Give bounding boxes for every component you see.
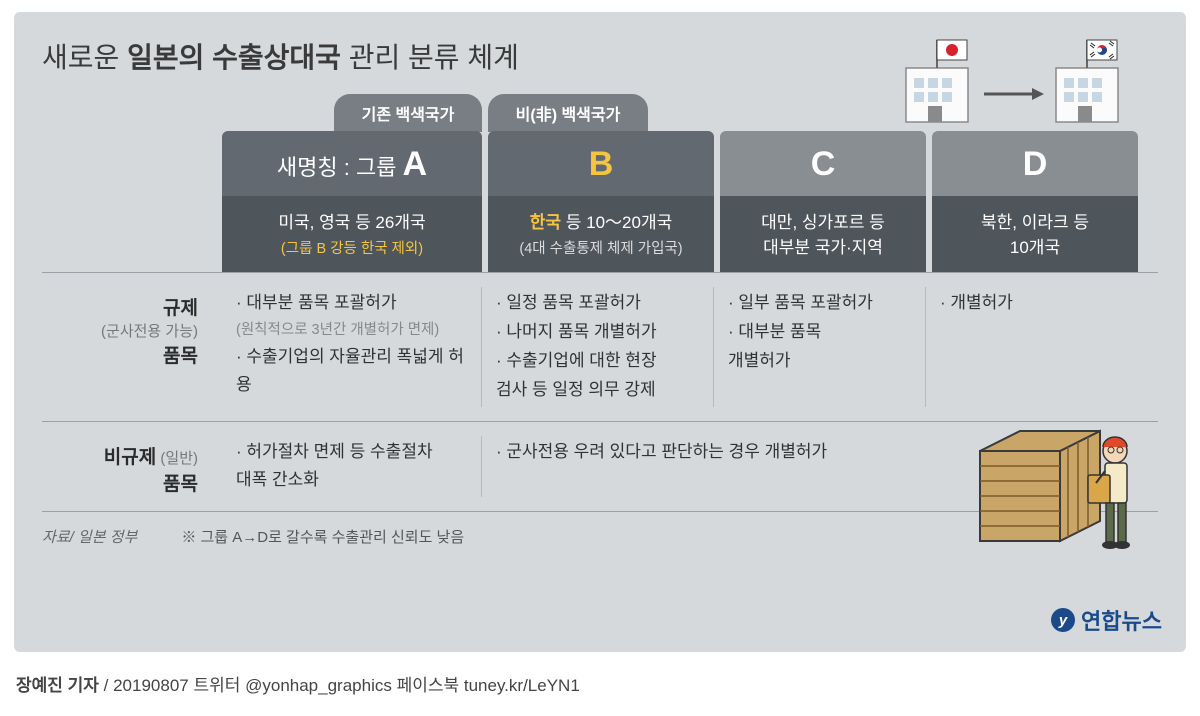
row2-label: 비규제 (일반) 품목 — [42, 436, 222, 498]
r1a1: · 대부분 품목 포괄허가 — [236, 289, 471, 318]
row1-t1b: 품목 — [163, 346, 198, 367]
tab-whitelist: 기존 백색국가 — [334, 94, 482, 132]
header-d-letter: D — [1023, 145, 1048, 183]
sub-d: 북한, 이라크 등 10개국 — [932, 196, 1138, 272]
sub-b: 한국 등 10～20개국 (4대 수출통제 체제 가입국) — [488, 196, 714, 272]
sub-b-line1: 한국 등 10～20개국 — [496, 208, 706, 233]
header-group-a: 새명칭 : 그룹 A — [222, 131, 482, 196]
header-group-b: B — [488, 131, 714, 196]
credit-line: 장예진 기자 / 20190807 트위터 @yonhap_graphics 페… — [16, 671, 580, 696]
r1a2: · 수출기업의 자율관리 폭넓게 허용 — [236, 343, 471, 401]
row2-cell-a: · 허가절차 면제 등 수출절차 대폭 간소화 — [222, 436, 482, 498]
r1b2: · 나머지 품목 개별허가 — [496, 318, 703, 347]
logo-text: 연합뉴스 — [1081, 604, 1162, 636]
group-headers: 새명칭 : 그룹 A B C D — [222, 131, 1158, 196]
title-post: 관리 분류 체계 — [341, 42, 519, 73]
r1b3b: 검사 등 일정 의무 강제 — [496, 376, 703, 405]
tab-non-whitelist: 비(非) 백색국가 — [488, 94, 648, 132]
r1b1: · 일정 품목 포괄허가 — [496, 289, 703, 318]
footer-source: 자료/ 일본 정부 — [42, 526, 137, 547]
sub-b-highlight: 한국 — [530, 213, 561, 232]
footer-note: ※ 그룹 A→D로 갈수록 수출관리 신뢰도 낮음 — [181, 526, 464, 547]
infographic-card: 새로운 일본의 수출상대국 관리 분류 체계 — [14, 12, 1186, 652]
r1a1s: (원칙적으로 3년간 개별허가 면제) — [236, 318, 471, 343]
sub-c: 대만, 싱가포르 등 대부분 국가·지역 — [720, 196, 926, 272]
yonhap-logo: y연합뉴스 — [1051, 604, 1162, 636]
title-bold: 일본의 수출상대국 — [127, 42, 341, 73]
row1-cell-b: · 일정 품목 포괄허가 · 나머지 품목 개별허가 · 수출기업에 대한 현장… — [482, 287, 714, 407]
r1d1: · 개별허가 — [940, 289, 1128, 318]
r1c2: · 대부분 품목 — [728, 318, 915, 347]
r2a1: · 허가절차 면제 등 수출절차 — [236, 438, 471, 467]
header-a-letter: A — [403, 145, 428, 183]
header-c-letter: C — [811, 145, 836, 183]
row1-t2: (군사전용 가능) — [101, 323, 198, 340]
sub-a-line2: (그룹 B 강등 한국 제외) — [230, 237, 474, 258]
title-pre: 새로운 — [42, 42, 127, 73]
sub-b-rest: 등 10～20개국 — [561, 213, 672, 232]
r1b3: · 수출기업에 대한 현장 — [496, 347, 703, 376]
row1-cell-c: · 일부 품목 포괄허가 · 대부분 품목 개별허가 — [714, 287, 926, 407]
r1c1: · 일부 품목 포괄허가 — [728, 289, 915, 318]
header-group-c: C — [720, 131, 926, 196]
row1-cell-a: · 대부분 품목 포괄허가 (원칙적으로 3년간 개별허가 면제) · 수출기업… — [222, 287, 482, 407]
sub-c-line2: 대부분 국가·지역 — [728, 233, 918, 258]
logo-icon: y — [1051, 608, 1075, 632]
header-a-prefix: 새명칭 : 그룹 — [277, 155, 403, 180]
row1-label: 규제 (군사전용 가능) 품목 — [42, 287, 222, 407]
header-group-d: D — [932, 131, 1138, 196]
buildings-illustration — [896, 32, 1146, 128]
group-subheaders: 미국, 영국 등 26개국 (그룹 B 강등 한국 제외) 한국 등 10～20… — [222, 196, 1158, 272]
header-b-letter: B — [589, 145, 614, 183]
row1-cell-d: · 개별허가 — [926, 287, 1138, 407]
credit-name: 장예진 기자 — [16, 676, 99, 695]
r1c2b: 개별허가 — [728, 347, 915, 376]
credit-rest: / 20190807 트위터 @yonhap_graphics 페이스북 tun… — [99, 676, 580, 695]
row2-t1b: 품목 — [163, 474, 198, 495]
row2-t1a: 비규제 — [104, 447, 156, 468]
sub-d-line2: 10개국 — [940, 233, 1130, 258]
sub-a-line1: 미국, 영국 등 26개국 — [230, 208, 474, 233]
sub-a: 미국, 영국 등 26개국 (그룹 B 강등 한국 제외) — [222, 196, 482, 272]
sub-b-line2: (4대 수출통제 체제 가입국) — [496, 237, 706, 258]
crate-illustration — [970, 411, 1150, 566]
sub-d-line1: 북한, 이라크 등 — [940, 208, 1130, 233]
row1-t1a: 규제 — [163, 298, 198, 319]
row2-t2: (일반) — [156, 450, 198, 467]
row-regulated: 규제 (군사전용 가능) 품목 · 대부분 품목 포괄허가 (원칙적으로 3년간… — [42, 272, 1158, 422]
sub-c-line1: 대만, 싱가포르 등 — [728, 208, 918, 233]
r2a2: 대폭 간소화 — [236, 466, 471, 495]
